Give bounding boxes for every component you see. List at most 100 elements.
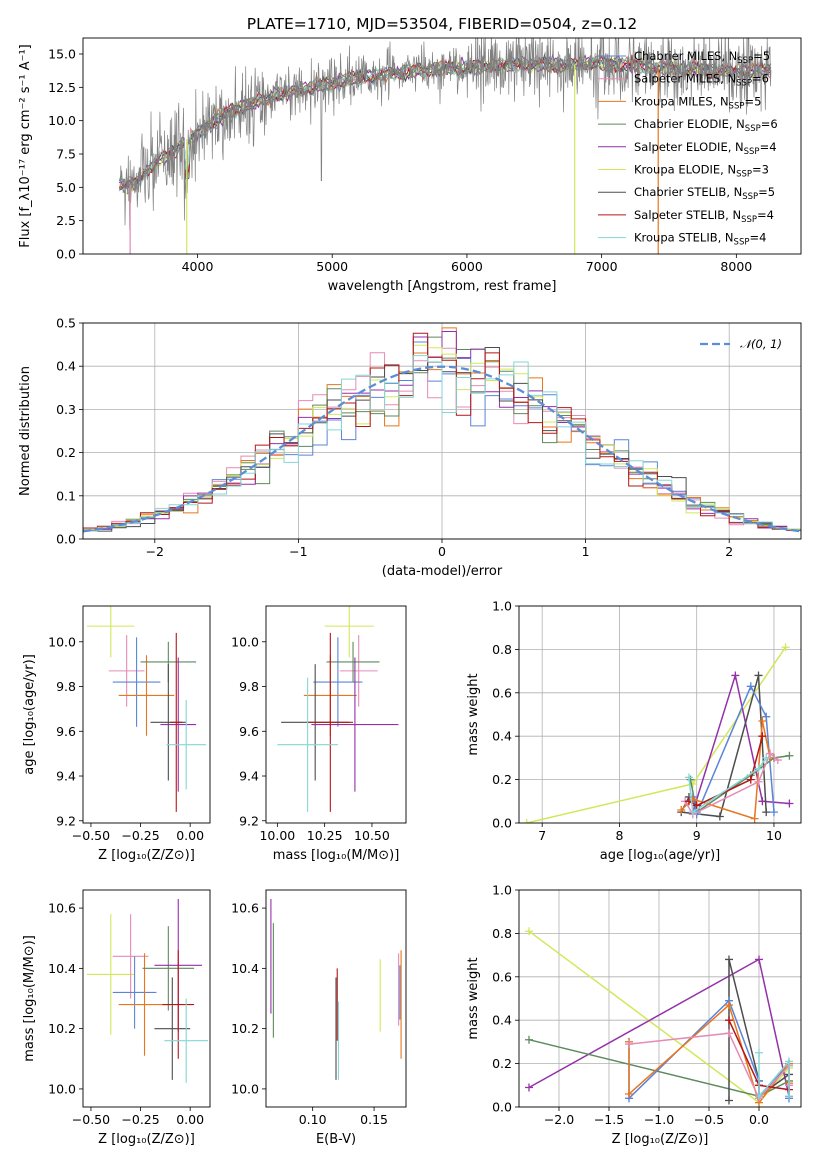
y-tick-label: 10.0 [48, 1081, 76, 1096]
x-tick-label: 7000 [586, 259, 618, 274]
axes-frame [518, 889, 802, 1108]
weight-marker [755, 1092, 763, 1101]
histograms [83, 327, 801, 535]
y-tick-label: 10.2 [48, 1021, 76, 1036]
weight-marker [625, 1040, 633, 1049]
weight-marker [525, 927, 533, 936]
y-tick-label: 0.0 [56, 532, 76, 547]
y-tick-label: 0.5 [56, 316, 76, 331]
weight-marker [755, 1048, 763, 1057]
x-axis-label: wavelength [Angstrom, rest frame] [328, 279, 557, 294]
x-tick-label: 7 [538, 828, 546, 843]
weight-marker [525, 1035, 533, 1044]
x-tick-label: −2.0 [544, 1112, 574, 1127]
panel-age-Z: −0.50 −0.25 0.00 9.2 9.4 9.6 9.8 10.0 Z [log₁₀(Z… [22, 605, 211, 863]
y-tick-label: 10.4 [231, 961, 259, 976]
weight-line [758, 1052, 790, 1099]
x-tick-label: −1 [289, 544, 307, 559]
y-tick-label: 10.2 [231, 1021, 259, 1036]
y-axis-label: mass [log₁₀(M/M⊙)] [22, 935, 37, 1062]
weight-marker [785, 1057, 793, 1066]
panel-weight-Z: −2.0 −1.5 −1.0 −0.5 0.0 0.0 0.2 0.4 0.6 0.8 1.0 Z [… [466, 883, 802, 1147]
model-lines [118, 38, 772, 254]
errorbars [86, 606, 207, 812]
y-tick-label: 10.0 [231, 634, 259, 649]
x-tick-label: 5000 [316, 259, 348, 274]
x-tick-label: 2 [725, 544, 733, 559]
legend-label: Kroupa ELODIE, NSSP=3 [634, 163, 769, 180]
y-tick-label: 0.0 [56, 247, 76, 262]
legend-label: Kroupa MILES, NSSP=5 [634, 94, 761, 111]
y-tick-label: 9.6 [56, 724, 76, 739]
y-tick-label: 10.6 [48, 901, 76, 916]
weight-marker [525, 1083, 533, 1092]
panel-age-mass: 10.00 10.25 10.50 9.2 9.4 9.6 9.8 10.0 mass [log… [231, 605, 407, 863]
weight-marker [762, 753, 771, 762]
y-tick-label: 12.5 [48, 80, 76, 95]
weight-marker [725, 1001, 733, 1010]
x-axis-label: (data-model)/error [382, 564, 503, 579]
y-tick-label: 15.0 [48, 47, 76, 62]
legend-label: Kroupa STELIB, NSSP=4 [634, 231, 766, 248]
y-tick-label: 10.0 [48, 113, 76, 128]
weight-marker [762, 712, 771, 721]
legend-label: Chabrier ELODIE, NSSP=6 [634, 117, 778, 134]
legend-label: Chabrier MILES, NSSP=5 [634, 49, 770, 66]
weight-lines [525, 927, 793, 1107]
y-tick-label: 0.4 [492, 729, 512, 744]
weight-marker [773, 756, 782, 765]
legend-label: Salpeter ELODIE, NSSP=4 [634, 140, 777, 157]
x-tick-label: −0.50 [72, 828, 110, 843]
y-tick-label: 0.3 [56, 402, 76, 417]
y-tick-label: 0.4 [56, 359, 76, 374]
y-tick-label: 1.0 [492, 599, 512, 614]
weight-lines [522, 643, 794, 823]
x-axis-label: age [log₁₀(age/yr)] [600, 848, 721, 863]
data-spectrum [119, 38, 772, 230]
x-tick-label: −2 [146, 544, 164, 559]
weight-marker [758, 717, 767, 726]
axes-frame [265, 605, 407, 824]
x-tick-label: −0.25 [121, 828, 159, 843]
y-tick-label: 9.8 [56, 679, 76, 694]
weight-marker [769, 808, 778, 817]
weight-marker [754, 764, 763, 773]
errorbars [277, 606, 399, 812]
weight-marker [715, 812, 724, 821]
y-tick-label: 0.0 [492, 1100, 512, 1115]
legend-label: Chabrier STELIB, NSSP=5 [634, 185, 775, 202]
weight-marker [785, 751, 794, 760]
y-tick-label: 1.0 [492, 883, 512, 898]
x-tick-label: 9 [693, 828, 701, 843]
panel-mass-EBV: 0.10 0.15 10.0 10.2 10.4 10.6 E(B-V) [231, 889, 407, 1147]
weight-marker [725, 1016, 733, 1025]
x-tick-label: 0.0 [749, 1112, 769, 1127]
y-tick-label: 0.6 [492, 969, 512, 984]
weight-line [692, 672, 790, 813]
x-axis-label: Z [log₁₀(Z/Z⊙)] [98, 1132, 195, 1147]
x-tick-label: 10.00 [259, 828, 295, 843]
figure-title: PLATE=1710, MJD=53504, FIBERID=0504, z=0… [247, 15, 637, 33]
y-axis-label: Flux [f_λ10⁻¹⁷ erg cm⁻² s⁻¹ A⁻¹] [18, 44, 33, 248]
y-tick-label: 0.4 [492, 1013, 512, 1028]
x-tick-label: −0.5 [694, 1112, 724, 1127]
weight-marker [758, 732, 767, 741]
y-tick-label: 7.5 [56, 147, 76, 162]
y-tick-label: 0.1 [56, 488, 76, 503]
y-tick-label: 9.4 [56, 769, 76, 784]
weight-marker [750, 814, 759, 823]
x-axis-label: Z [log₁₀(Z/Z⊙)] [98, 848, 195, 863]
x-tick-label: −1.0 [644, 1112, 674, 1127]
weight-marker [725, 955, 733, 964]
weight-marker [625, 1089, 633, 1098]
weight-marker [785, 799, 794, 808]
weight-line [526, 646, 787, 823]
y-tick-label: 0.0 [492, 816, 512, 831]
x-tick-label: 10.50 [354, 828, 390, 843]
y-tick-label: 9.2 [239, 813, 259, 828]
axes-frame [518, 605, 802, 824]
x-tick-label: 0.10 [299, 1112, 327, 1127]
axes-frame [82, 322, 802, 540]
weight-marker [746, 682, 755, 691]
